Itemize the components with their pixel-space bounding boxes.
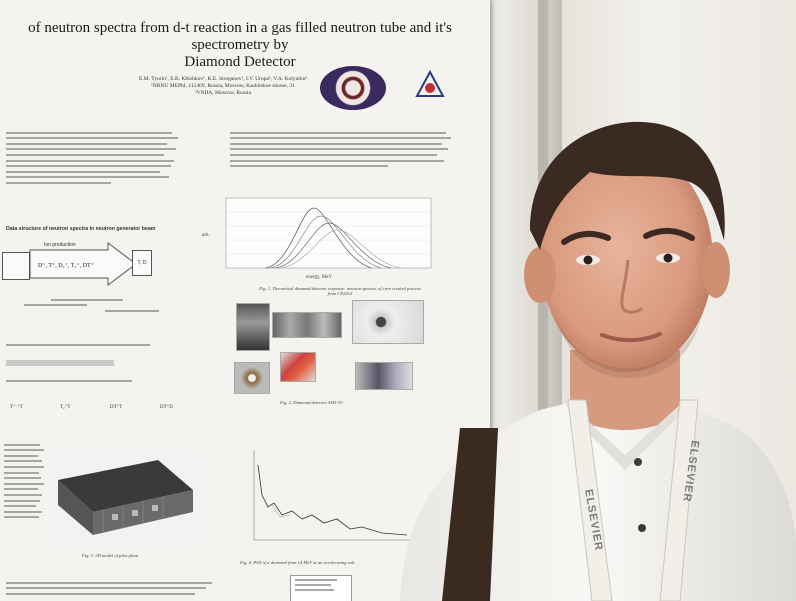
- flow-box-ion-label: Ion production: [44, 242, 76, 248]
- poster-title: of neutron spectra from d-t reaction in …: [0, 20, 480, 71]
- lanyard-left: [567, 399, 613, 601]
- detector-photo-2: [272, 312, 342, 338]
- lanyard-right: [659, 399, 699, 601]
- intro-text-left: [6, 128, 181, 188]
- spectrum-chart: arb. energy, MeV: [202, 197, 432, 280]
- reaction-label: T₂⁺T: [60, 405, 71, 410]
- poster-title-line1: of neutron spectra from d-t reaction in …: [28, 20, 452, 53]
- detector-photo-6: [355, 362, 413, 390]
- section-heading: Data structure of neutron spectra in neu…: [6, 226, 156, 232]
- hair: [530, 121, 725, 250]
- flow-box-target: T, D: [132, 250, 152, 276]
- reaction-label: DT⁺D: [160, 405, 173, 410]
- formula-area: [6, 340, 186, 385]
- chart-xlabel: energy, MeV: [306, 275, 332, 280]
- reaction-label: T⁺ ⁺T: [10, 405, 23, 410]
- presenter-photo: ELSEVIER ELSEVIER: [400, 121, 796, 601]
- university-logo: [320, 66, 386, 110]
- detector-photo-3: [352, 300, 424, 344]
- chart-ylabel: arb.: [202, 233, 210, 238]
- affiliation-line1: ¹NRNU MEPhI, 115409, Russia, Moscow, Kas…: [151, 83, 295, 89]
- shirt-button: [638, 524, 646, 532]
- fig4-caption: Fig. 4. PSN of a diamond from 14 MeV at …: [240, 560, 355, 565]
- detector-photo-1: [236, 303, 270, 351]
- lower-left-text: [4, 440, 44, 522]
- detector-photo-4: [234, 362, 270, 394]
- poster-title-line2: Diamond Detector: [184, 54, 296, 70]
- fig3-caption: Fig. 3. 3D model of pilot plant: [82, 553, 139, 558]
- flow-arrow: [29, 242, 137, 286]
- flow-notes: [6, 295, 186, 315]
- fig1-caption: Fig. 1. Theoretical diamond detector res…: [259, 286, 421, 296]
- detector-photo-5: [280, 352, 316, 382]
- flow-box-source: [2, 252, 30, 280]
- authors-line: E.M. Tyurin¹, E.B. Khizhkov¹, K.E. Strog…: [138, 76, 308, 82]
- flow-box-ions: D⁺, T⁺, D₂⁺, T₂⁺, DT⁺: [38, 263, 94, 269]
- conclusion-text: [6, 578, 216, 598]
- scientific-poster: of neutron spectra from d-t reaction in …: [0, 0, 490, 601]
- affiliation-line2: ²VNIIA, Moscow, Russia: [195, 90, 251, 96]
- intro-text-right: [230, 128, 455, 171]
- reaction-label: DT⁺T: [110, 405, 123, 410]
- fig2-caption: Fig. 2. Diamond detector ASD-3V: [280, 400, 343, 405]
- psn-chart: [253, 450, 417, 541]
- shirt-button: [634, 458, 642, 466]
- pilot-plant-model: [48, 450, 198, 550]
- psn-legend: [290, 575, 352, 601]
- institute-logo: [415, 70, 445, 97]
- bag-strap: [442, 428, 498, 601]
- poster-authors: E.M. Tyurin¹, E.B. Khizhkov¹, K.E. Strog…: [118, 76, 328, 97]
